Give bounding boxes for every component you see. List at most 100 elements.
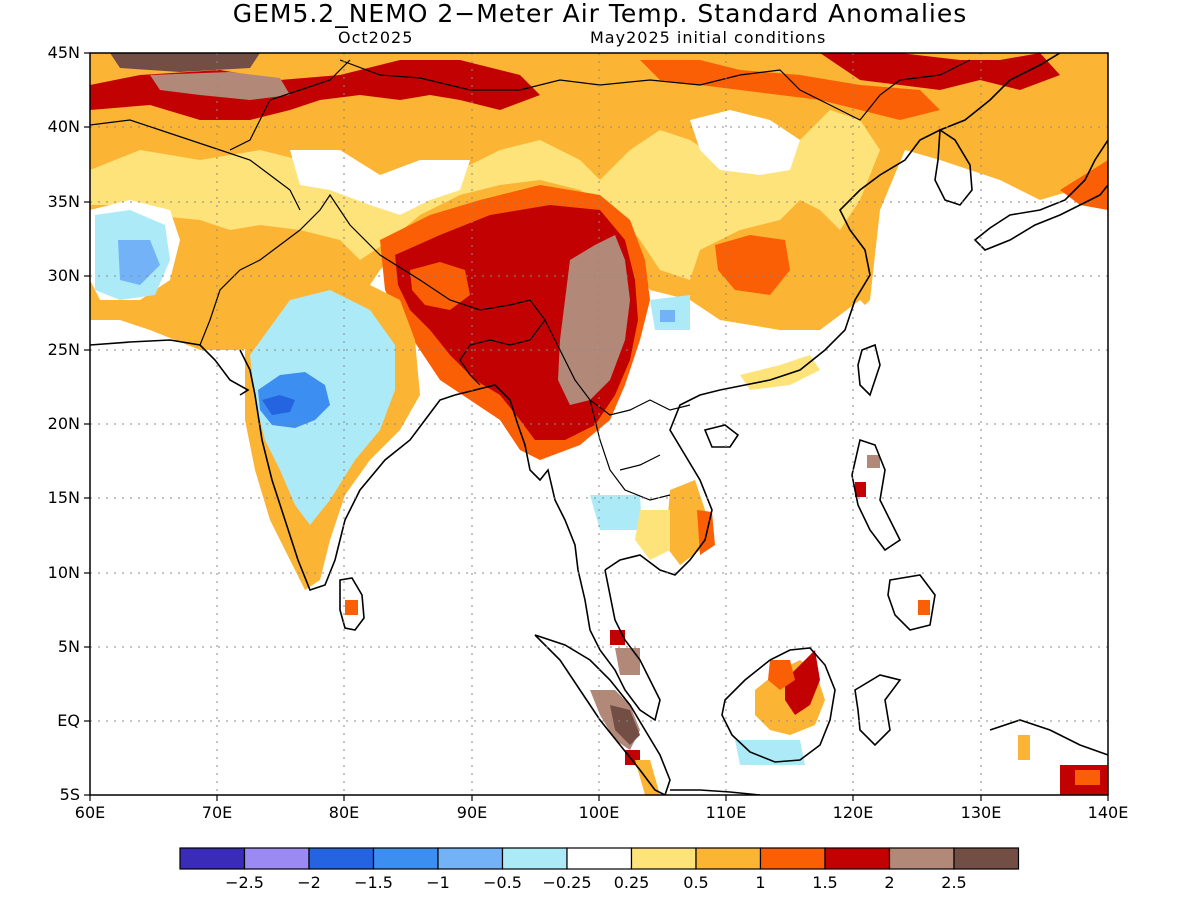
border-south-asia	[199, 193, 546, 386]
coastline-sulawesi	[854, 674, 902, 747]
coastline-java	[670, 789, 761, 795]
anomaly-vietnam-orange	[665, 480, 705, 565]
colorbar-label: −1	[426, 873, 450, 892]
lat-label: 25N	[47, 340, 80, 359]
anomaly-sumatra-brown	[610, 705, 640, 745]
anomaly-philippines-red	[855, 482, 866, 497]
lat-label: 40N	[47, 117, 80, 136]
coastlines	[90, 53, 1108, 795]
coastline-sri-lanka	[339, 577, 365, 631]
colorbar-label: −2.5	[225, 873, 264, 892]
colorbar	[179, 847, 1020, 870]
anomaly-tibet-tan	[558, 235, 630, 405]
colorbar-swatch	[566, 847, 633, 870]
init-conditions: May2025 initial conditions	[590, 28, 827, 47]
anomaly-china-east-white	[820, 300, 880, 360]
lat-label: 15N	[47, 488, 80, 507]
lon-label: 100E	[578, 803, 620, 822]
colorbar-swatch	[372, 847, 439, 870]
colorbar-label: −0.25	[542, 873, 592, 892]
colorbar-swatch	[501, 847, 568, 870]
colorbar-label: 0.25	[613, 873, 650, 892]
coastline-philippines-luzon	[851, 438, 902, 552]
colorbar-label: −1.5	[354, 873, 393, 892]
anomaly-mindanao-orange	[918, 600, 930, 615]
anomaly-north-yellow	[90, 110, 880, 280]
anomaly-thailand-cyan	[590, 495, 642, 530]
anomaly-borneo-orange-core	[768, 660, 795, 690]
anomaly-tibet-orange-inset	[410, 262, 470, 310]
coastline-new-guinea	[989, 719, 1108, 756]
coastline-arabia-iran	[90, 339, 250, 396]
anomaly-india-deep-blue	[262, 395, 295, 415]
anomaly-cool-iran-core	[118, 240, 160, 285]
lon-label: 70E	[201, 803, 233, 822]
colorbar-swatch	[759, 847, 826, 870]
anomaly-north-brown	[110, 53, 260, 72]
coastline-sumatra	[534, 634, 671, 795]
anomaly-china-central-orange	[715, 235, 790, 295]
lat-label: 45N	[47, 43, 80, 62]
anomaly-cambodia-yellow	[635, 510, 670, 560]
colorbar-swatch	[437, 847, 504, 870]
colorbar-swatch	[953, 847, 1020, 870]
coastline-malay-peninsula	[589, 569, 661, 722]
valid-month: Oct2025	[338, 28, 414, 47]
lat-label: 30N	[47, 266, 80, 285]
lat-label: EQ	[57, 711, 80, 730]
colorbar-swatch	[695, 847, 762, 870]
anomaly-north-tan	[150, 72, 290, 100]
anomaly-png-orange	[1075, 770, 1100, 785]
colorbar-swatch	[888, 847, 955, 870]
coastline-taiwan	[857, 343, 881, 397]
graticule	[90, 53, 1108, 795]
anomaly-philippines-tan	[867, 455, 880, 468]
map-title: GEM5.2_NEMO 2−Meter Air Temp. Standard A…	[232, 0, 968, 28]
lon-label: 90E	[456, 803, 488, 822]
coastline-korea	[934, 128, 973, 206]
border-southeast-asia	[544, 319, 691, 501]
lat-label: 20N	[47, 414, 80, 433]
lon-label: 120E	[832, 803, 874, 822]
lon-label: 80E	[328, 803, 360, 822]
lon-label: 140E	[1087, 803, 1129, 822]
anomaly-north-orange	[640, 60, 1108, 210]
anomaly-newguinea-yellow	[1018, 735, 1030, 760]
anomaly-shading	[90, 53, 1108, 795]
anomaly-china-cool-core	[660, 310, 675, 322]
coastline-india	[239, 349, 456, 591]
coastline-indochina	[604, 389, 721, 576]
lat-label: 10N	[47, 563, 80, 582]
colorbar-label: −0.5	[483, 873, 522, 892]
lon-label: 110E	[705, 803, 747, 822]
colorbar-swatch	[308, 847, 375, 870]
colorbar-label: 1.5	[812, 873, 838, 892]
coastline-hainan	[703, 424, 740, 448]
colorbar-swatch	[630, 847, 697, 870]
axis-ticks	[84, 52, 1109, 801]
lon-label: 60E	[74, 803, 106, 822]
colorbar-label: 1	[755, 873, 766, 892]
colorbar-label: 0.5	[683, 873, 709, 892]
colorbar-swatch	[179, 847, 246, 870]
lon-label: 130E	[960, 803, 1002, 822]
anomaly-java-cyan	[735, 740, 805, 765]
coastline-mindanao	[887, 574, 936, 631]
coastline-borneo	[721, 647, 836, 763]
anomaly-borneo-red	[785, 650, 820, 715]
coastline-japan	[973, 139, 1108, 251]
coastline-china-south-east	[719, 53, 1061, 391]
anomaly-sumatra-red	[610, 630, 640, 765]
anomaly-sumatra-orange-south	[635, 760, 660, 795]
colorbar-label: −2	[297, 873, 321, 892]
lat-label: 5S	[59, 785, 80, 804]
anomaly-srilanka-orange	[345, 600, 358, 615]
anomaly-sumatra-tan-north	[615, 648, 640, 675]
colorbar-label: 2.5	[941, 873, 967, 892]
lat-label: 5N	[57, 637, 80, 656]
lat-label: 35N	[47, 192, 80, 211]
coastline-bay-bengal-myanmar	[454, 384, 591, 631]
border-central-asia	[90, 59, 351, 211]
colorbar-label: 2	[884, 873, 895, 892]
